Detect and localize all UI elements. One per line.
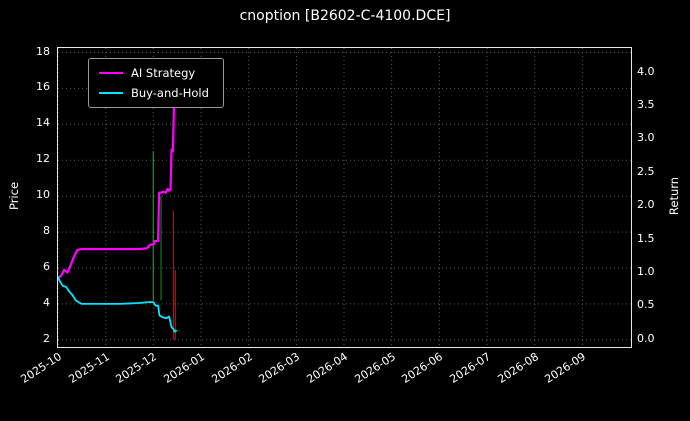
return-tick-label: 0.5 <box>637 298 655 312</box>
return-tick-label: 2.5 <box>637 164 655 178</box>
return-tick-label: 4.0 <box>637 64 655 78</box>
legend-label-ai-strategy: AI Strategy <box>131 66 196 80</box>
price-tick-label: 6 <box>43 260 50 273</box>
legend: AI Strategy Buy-and-Hold <box>88 58 224 108</box>
plot-canvas <box>58 48 631 347</box>
return-tick-label: 0.0 <box>637 331 655 345</box>
price-tick-label: 10 <box>36 188 50 202</box>
price-tick-label: 16 <box>36 80 50 94</box>
return-tick-label: 3.0 <box>637 131 655 145</box>
return-tick-label: 1.0 <box>637 264 655 278</box>
return-axis-tick-labels: 0.0 0.5 1.0 1.5 2.0 2.5 3.0 3.5 4.0 <box>637 47 682 346</box>
legend-label-buy-and-hold: Buy-and-Hold <box>131 86 209 100</box>
chart-title: cnoption [B2602-C-4100.DCE] <box>239 8 451 24</box>
ai-strategy-line-swatch <box>99 71 123 75</box>
price-tick-label: 18 <box>36 44 50 58</box>
price-tick-label: 4 <box>43 295 50 309</box>
plot-area: AI Strategy Buy-and-Hold <box>57 47 632 348</box>
price-tick-label: 8 <box>43 224 50 238</box>
return-tick-label: 3.5 <box>637 98 655 112</box>
price-tick-label: 2 <box>43 331 50 345</box>
return-tick-label: 1.5 <box>637 231 655 245</box>
return-tick-label: 2.0 <box>637 198 655 212</box>
price-axis-tick-labels: 2 4 6 8 10 12 14 16 18 <box>0 44 50 346</box>
x-axis-tick-labels: 2025-10 2025-11 2025-12 2026-01 2026-02 2026-… <box>18 350 589 386</box>
buy-and-hold-line-swatch <box>99 91 123 95</box>
legend-item-ai-strategy: AI Strategy <box>99 66 209 80</box>
price-tick-label: 14 <box>36 116 50 130</box>
legend-item-buy-and-hold: Buy-and-Hold <box>99 86 209 100</box>
price-tick-label: 12 <box>36 152 50 166</box>
